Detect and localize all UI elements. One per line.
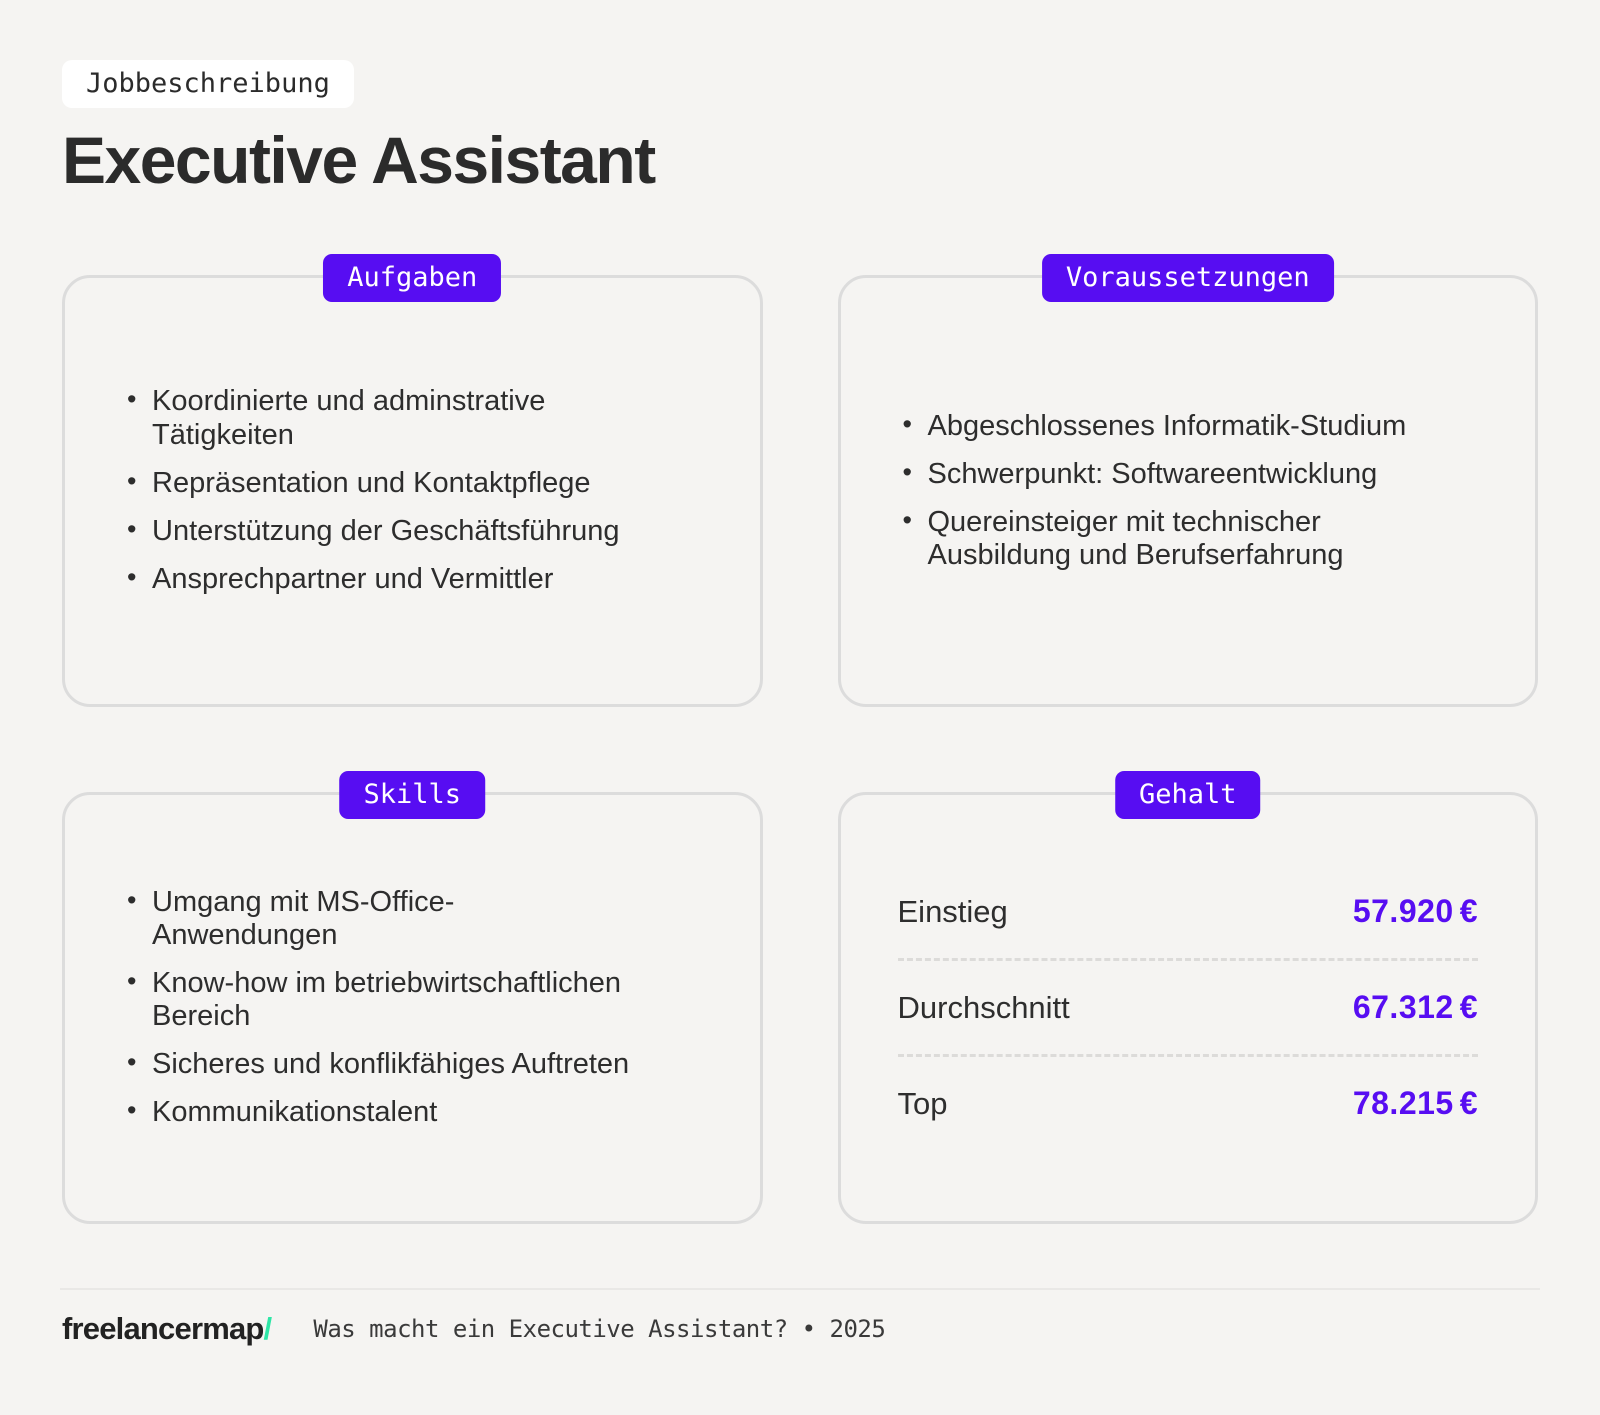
salary-value: 78.215 €	[1352, 1085, 1478, 1122]
card-voraussetzungen: Voraussetzungen Abgeschlossenes Informat…	[837, 253, 1538, 707]
list-item: Abgeschlossenes Informatik-Studium	[901, 408, 1496, 443]
list-item: Repräsentation und Kontaktpflege	[125, 466, 720, 500]
salary-label: Durchschnitt	[897, 990, 1070, 1026]
salary-table: Einstieg 57.920 € Durchschnitt 67.312 € Top 78.…	[841, 893, 1536, 1122]
category-badge: Jobbeschreibung	[62, 60, 354, 108]
list-item: Kommunikationstalent	[125, 1095, 720, 1129]
page-title: Executive Assistant	[62, 123, 656, 197]
footer-tagline: Was macht ein Executive Assistant? • 202…	[313, 1314, 886, 1343]
card-aufgaben: Aufgaben Koordinierte und adminstrative …	[62, 253, 763, 707]
dashed-divider	[897, 1054, 1478, 1058]
list-item: Unterstützung der Geschäftsführung	[125, 514, 720, 548]
card-body-skills: Umgang mit MS-Office- Anwendungen Know-ho…	[65, 885, 760, 1129]
list-item: Know-how im betriebwirtschaftlichen Bere…	[125, 966, 720, 1033]
list-item: Schwerpunkt: Softwareentwicklung	[901, 457, 1496, 491]
freelancermap-logo: freelancermap/	[62, 1311, 273, 1346]
cards-grid: Aufgaben Koordinierte und adminstrative …	[62, 253, 1538, 1224]
currency-symbol: €	[1459, 989, 1478, 1026]
card-badge-aufgaben: Aufgaben	[323, 253, 502, 302]
header: Jobbeschreibung Executive Assistant	[0, 0, 1600, 197]
salary-row: Einstieg 57.920 €	[898, 893, 1479, 930]
salary-row: Top 78.215 €	[898, 1085, 1479, 1122]
footer-row: freelancermap/ Was macht ein Executive A…	[0, 1290, 1600, 1344]
logo-text: freelancermap	[62, 1311, 264, 1346]
logo-slash: /	[263, 1311, 273, 1346]
list-item: Koordinierte und adminstrative Tätigkeit…	[125, 384, 720, 451]
card-badge-skills: Skills	[339, 770, 486, 819]
card-gehalt: Gehalt Einstieg 57.920 € Durchschnitt 67.312…	[837, 770, 1538, 1224]
footer: freelancermap/ Was macht ein Executive A…	[0, 1288, 1600, 1415]
card-body-aufgaben: Koordinierte und adminstrative Tätigkeit…	[65, 384, 760, 596]
currency-symbol: €	[1459, 893, 1478, 930]
voraussetzungen-list: Abgeschlossenes Informatik-Studium Schwer…	[841, 408, 1536, 572]
salary-row: Durchschnitt 67.312 €	[898, 989, 1479, 1026]
salary-label: Einstieg	[897, 894, 1008, 930]
list-item: Sicheres und konflikfähiges Auftreten	[125, 1047, 720, 1081]
list-item: Umgang mit MS-Office- Anwendungen	[125, 885, 720, 952]
card-badge-gehalt: Gehalt	[1114, 770, 1261, 819]
salary-value: 67.312 €	[1352, 989, 1478, 1026]
salary-label: Top	[897, 1086, 948, 1122]
salary-value: 57.920 €	[1352, 893, 1478, 930]
card-skills: Skills Umgang mit MS-Office- Anwendungen…	[62, 770, 763, 1224]
skills-list: Umgang mit MS-Office- Anwendungen Know-ho…	[65, 885, 760, 1129]
currency-symbol: €	[1459, 1085, 1478, 1122]
list-item: Ansprechpartner und Vermittler	[125, 562, 720, 596]
dashed-divider	[897, 958, 1478, 962]
footer-divider	[60, 1288, 1540, 1290]
aufgaben-list: Koordinierte und adminstrative Tätigkeit…	[65, 384, 760, 596]
list-item: Quereinsteiger mit technischer Ausbildun…	[901, 505, 1496, 572]
card-badge-voraussetzungen: Voraussetzungen	[1041, 253, 1334, 302]
card-body-voraussetzungen: Abgeschlossenes Informatik-Studium Schwer…	[841, 408, 1536, 572]
